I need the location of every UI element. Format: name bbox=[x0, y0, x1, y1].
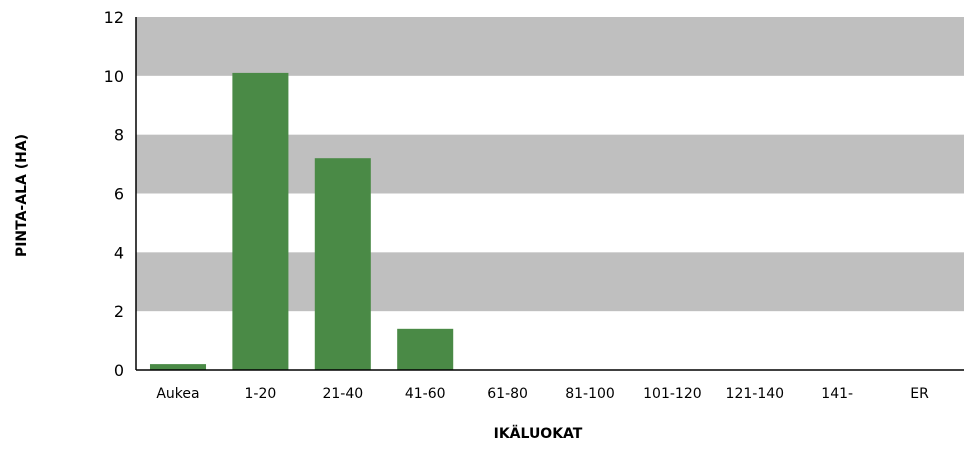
y-tick-label: 12 bbox=[104, 8, 124, 27]
y-tick-label: 4 bbox=[114, 243, 124, 262]
x-tick-label: 141- bbox=[821, 386, 853, 402]
y-tick-label: 0 bbox=[114, 361, 124, 380]
x-tick-label: 41-60 bbox=[405, 386, 446, 402]
x-axis-title: IKÄLUOKAT bbox=[494, 425, 583, 442]
y-tick-label: 6 bbox=[114, 185, 124, 204]
bar-41-60 bbox=[397, 328, 454, 370]
y-tick-labels: 0 2 4 6 8 10 12 bbox=[104, 8, 124, 380]
y-axis-title: PINTA-ALA (HA) bbox=[14, 134, 30, 257]
x-tick-label: 121-140 bbox=[726, 386, 785, 402]
grid-band bbox=[136, 17, 964, 76]
x-tick-label: 21-40 bbox=[322, 386, 363, 402]
y-tick-label: 8 bbox=[114, 126, 124, 145]
y-tick-label: 2 bbox=[114, 302, 124, 321]
bar-21-40 bbox=[314, 158, 371, 370]
bar-1-20 bbox=[232, 72, 289, 371]
x-tick-label: ER bbox=[910, 386, 929, 402]
bars-group bbox=[149, 72, 454, 371]
x-tick-label: 61-80 bbox=[487, 386, 528, 402]
x-tick-label: Aukea bbox=[156, 386, 199, 402]
bar-Aukea bbox=[149, 364, 207, 370]
x-tick-label: 81-100 bbox=[565, 386, 615, 402]
x-tick-label: 101-120 bbox=[643, 386, 702, 402]
y-tick-label: 10 bbox=[104, 67, 124, 86]
x-tick-labels: Aukea 1-20 21-40 41-60 61-80 81-100 101-120 121… bbox=[156, 386, 929, 402]
x-tick-label: 1-20 bbox=[245, 386, 277, 402]
